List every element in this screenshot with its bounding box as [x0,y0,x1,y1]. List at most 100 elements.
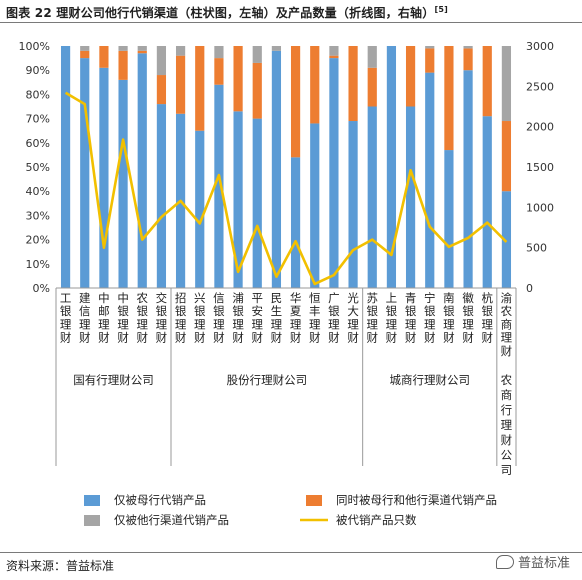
bar-segment [80,46,90,51]
bar-segment [99,67,109,288]
bar-segment [310,46,320,124]
x-category-label: 民生理财 [271,291,283,345]
watermark: 普益标准 [495,552,570,571]
x-category-label: 工银理财 [60,291,72,345]
legend-label: 仅被母行代销产品 [114,493,206,507]
bar-segment [425,46,435,49]
bar-segment [444,150,454,288]
x-category-label: 农银理财 [137,291,149,345]
bar-segment [195,46,205,131]
y-left-tick-label: 10% [26,258,50,271]
x-category-label: 平安理财 [252,291,264,345]
bar-segment [425,72,435,288]
y-left-tick-label: 50% [26,161,50,174]
bar-segment [118,79,128,288]
x-category-label: 青银理财 [405,291,417,345]
group-label: 城商行理财公司 [390,373,471,387]
bar-segment [501,121,512,192]
x-category-label: 广银理财 [328,291,340,345]
bar-segment [156,104,167,288]
figure-title: 图表 22 理财公司他行代销渠道（柱状图，左轴）及产品数量（折线图，右轴）[5] [6,4,448,21]
figure-title-text: 图表 22 理财公司他行代销渠道（柱状图，左轴）及产品数量（折线图，右轴） [6,6,435,20]
legend-label: 被代销产品只数 [336,513,417,527]
bar-segment [214,84,224,288]
bar-segment [386,46,397,288]
bar-segment [501,46,512,122]
source-divider [0,552,582,553]
y-left-tick-label: 0% [33,282,50,295]
bar-segment [290,157,301,288]
x-category-label: 杭银理财 [482,291,494,345]
bar-segment [252,46,262,63]
bar-segment [463,46,473,49]
x-category-label: 南银理财 [443,291,455,345]
bar-segment [329,58,339,288]
bar-segment [348,46,358,122]
legend-swatch [84,495,100,506]
legend-label: 同时被母行和他行渠道代销产品 [336,493,497,507]
bar-segment [329,55,339,59]
x-category-label: 上银理财 [386,291,398,345]
y-left-tick-label: 60% [26,137,50,150]
bar-segment [348,121,358,289]
y-right-tick-label: 0 [526,282,533,295]
bar-segment [99,46,109,68]
group-label: 股份行理财公司 [227,373,308,387]
x-category-label: 徽银理财 [462,291,474,345]
bar-segment [367,46,377,68]
bar-segment [214,58,224,85]
bar-segment [463,48,473,71]
bar-segment [329,46,339,56]
line-series-product-count [64,91,508,286]
x-category-label: 恒丰理财 [309,291,321,345]
wechat-bubble-icon [495,554,514,569]
bar-segment [156,75,167,105]
bar-segment [252,118,262,288]
bar-segment [367,106,377,288]
bar-segment [290,46,301,158]
bar-segment [501,191,512,288]
y-left-tick-label: 80% [26,88,50,101]
bar-segment [425,48,435,73]
bar-segment [195,130,205,288]
x-category-label: 渝农商理财 [501,291,513,358]
y-left-tick-label: 100% [19,40,50,53]
x-category-label: 华夏理财 [290,291,302,345]
bar-segment [60,46,71,288]
legend-label: 仅被他行渠道代销产品 [114,513,229,527]
y-left-tick-label: 90% [26,64,50,77]
bar-segment [233,111,243,288]
y-right-tick-label: 2000 [526,121,554,134]
bar-segment [137,46,147,51]
x-category-label: 交银理财 [156,291,168,345]
x-category-label: 建信理财 [79,291,91,345]
bar-segment [252,62,262,119]
bar-segment [137,53,147,288]
watermark-text: 普益标准 [517,556,570,571]
x-category-label: 信银理财 [213,291,225,345]
y-left-tick-label: 20% [26,234,50,247]
y-right-tick-label: 2500 [526,80,554,93]
bar-segment [214,46,224,59]
y-left-tick-label: 30% [26,209,50,222]
bar-segment [405,106,416,288]
x-category-label: 苏银理财 [367,291,379,345]
bar-segment [233,46,243,112]
y-right-tick-label: 1000 [526,201,554,214]
y-left-tick-label: 70% [26,113,50,126]
bar-segment [482,116,492,289]
legend-swatch [84,515,100,526]
combo-chart: 0% 10% 20% 30% 40% 50% 60% 70% 80% 90% 100% 0 500 100… [19,40,554,527]
bar-segment [137,50,147,54]
figure-title-ref: [5] [434,5,448,14]
bar-segment [175,46,186,56]
y-right-tick-label: 1500 [526,161,554,174]
bar-segment [482,46,492,117]
y-right-tick-label: 3000 [526,40,554,53]
x-category-label: 光大理财 [347,291,359,345]
group-label: 国有行理财公司 [73,373,154,387]
x-category-label: 中邮理财 [98,291,110,345]
legend-swatch [306,495,322,506]
x-category-label: 兴银理财 [194,291,206,345]
bar-segment [444,46,454,151]
